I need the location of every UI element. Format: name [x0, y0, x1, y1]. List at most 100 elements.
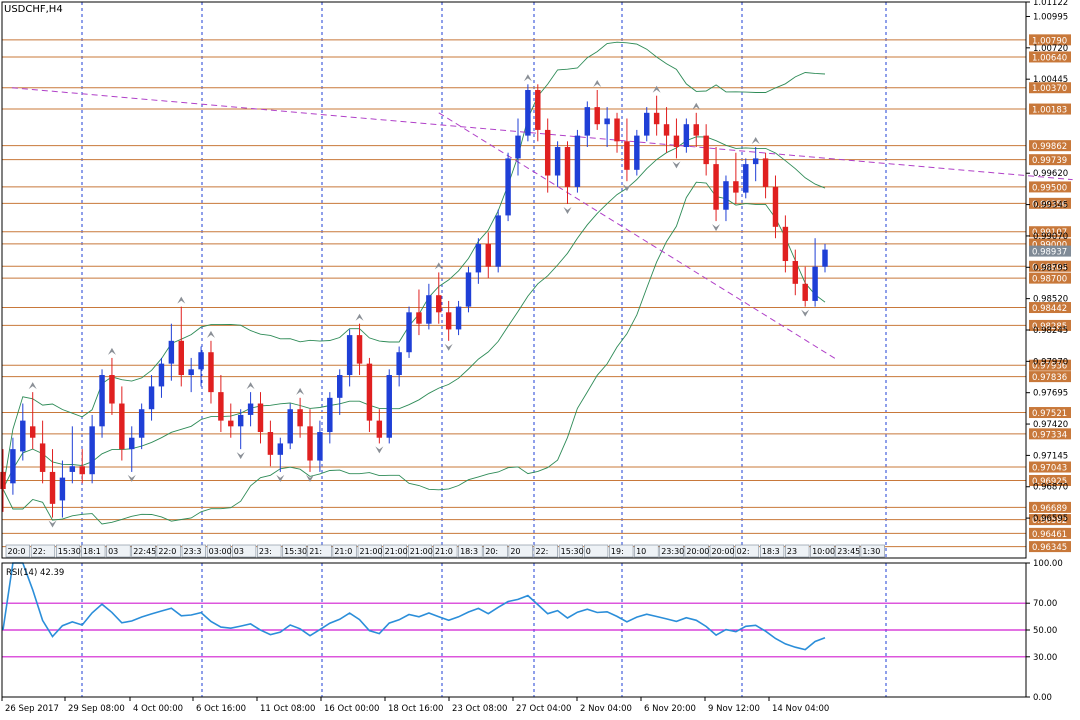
time-box-label: 18:3 — [762, 547, 780, 556]
fractal-up-icon — [692, 102, 701, 110]
fractal-up-icon — [177, 296, 186, 304]
candle-body — [426, 295, 432, 324]
time-box — [709, 544, 734, 558]
candle-body — [544, 129, 551, 176]
candle-body — [247, 403, 254, 415]
candle-body — [287, 409, 293, 444]
rsi-tick-label: 100.00 — [1033, 559, 1063, 569]
time-box — [332, 544, 357, 558]
time-box — [357, 544, 382, 558]
candle-body — [564, 147, 571, 187]
x-tick-label: 6 Nov 20:00 — [644, 704, 696, 714]
price-level-label: 1.00370 — [1032, 84, 1067, 94]
candle-body — [465, 272, 472, 307]
current-price-label: 0.98937 — [1032, 248, 1067, 258]
price-level-box — [1029, 407, 1071, 419]
time-box-label: 21:0 — [435, 547, 453, 556]
candle-body — [762, 158, 769, 187]
time-box-label: 22:0 — [158, 547, 176, 556]
x-tick-label: 4 Oct 00:00 — [133, 704, 183, 714]
candle-body — [297, 409, 303, 427]
candle-body — [455, 306, 462, 330]
price-level-label: 0.97521 — [1032, 409, 1067, 419]
fractal-up-icon — [296, 387, 305, 395]
time-box-label: 18:3 — [460, 547, 478, 556]
candle-body — [69, 466, 76, 472]
candle-body — [693, 124, 699, 136]
candle-body — [475, 243, 482, 273]
y-tick-label: 0.97145 — [1033, 451, 1068, 461]
time-box — [181, 544, 206, 558]
time-box-label: 20: — [485, 547, 498, 556]
time-box — [231, 544, 257, 558]
price-level-lines — [2, 39, 1026, 548]
y-tick-label: 0.97420 — [1033, 420, 1068, 430]
rsi-tick-label: 50.00 — [1033, 626, 1057, 636]
time-label-boxes: 20:0 22: 15:30 18:1 03 22:45 22:0 23:3 03:00 03 23… — [5, 544, 885, 558]
candle-body — [584, 107, 591, 136]
time-box — [156, 544, 181, 558]
time-axis: 26 Sep 2017 29 Sep 08:00 4 Oct 00:00 6 Oct … — [1, 697, 829, 714]
fractal-down-icon — [672, 161, 681, 169]
y-tick-label: 0.98795 — [1033, 263, 1068, 273]
candle-body — [792, 261, 799, 284]
x-tick-label: 27 Oct 04:00 — [516, 704, 571, 714]
time-box — [131, 544, 156, 558]
price-level-box — [1029, 103, 1071, 115]
price-level-box — [1029, 140, 1071, 152]
y-tick-label: 0.98245 — [1033, 326, 1068, 336]
x-tick-label: 9 Nov 12:00 — [708, 704, 760, 714]
candle-body — [733, 181, 739, 193]
time-box — [282, 544, 307, 558]
price-level-label: 0.96689 — [1032, 504, 1067, 514]
time-box — [835, 544, 860, 558]
candle-body — [782, 226, 789, 262]
time-box-label: 10:00 — [812, 547, 835, 556]
time-box — [81, 544, 106, 558]
time-box-label: 21:00 — [360, 547, 383, 556]
price-level-label: 0.96461 — [1032, 530, 1067, 540]
fractal-up-icon — [523, 74, 532, 82]
fractal-up-icon — [593, 80, 602, 88]
candle-body — [158, 363, 165, 387]
y-tick-label: 1.01122 — [1033, 0, 1068, 8]
time-box — [785, 544, 810, 558]
y-tick-label: 0.97970 — [1033, 357, 1068, 367]
price-level-box — [1029, 501, 1071, 513]
price-level-box — [1029, 541, 1071, 553]
candle-body — [138, 409, 145, 438]
fractal-down-icon — [276, 474, 285, 482]
candle-body — [624, 141, 630, 170]
trendline — [11, 87, 1073, 181]
x-tick-label: 29 Sep 08:00 — [68, 704, 125, 714]
candle-body — [99, 375, 105, 427]
time-box-label: 21: — [309, 547, 322, 556]
time-box — [382, 544, 408, 558]
candle-body — [336, 375, 343, 398]
time-box-label: 23:30 — [661, 547, 684, 556]
price-level-label: 0.98804 — [1032, 263, 1067, 273]
price-level-label: 0.96582 — [1032, 516, 1067, 526]
time-box-label: 22: — [536, 547, 549, 556]
price-level-box — [1029, 181, 1071, 193]
rsi-panel: 100.00 70.00 50.00 30.00 0.00 RSI(14) 42.39 — [2, 559, 1063, 703]
y-tick-label: 1.00995 — [1033, 12, 1068, 22]
time-box — [307, 544, 332, 558]
candle-body — [386, 375, 392, 438]
time-box-label: 20:0 — [8, 547, 26, 556]
fractal-markers — [28, 74, 810, 528]
time-box-label: 15:30 — [58, 547, 81, 556]
candle-body — [525, 90, 531, 136]
time-box — [206, 544, 232, 558]
time-box-label: 23:45 — [837, 547, 860, 556]
candle-body — [673, 135, 680, 148]
time-box-label: 03 — [108, 547, 118, 556]
fractal-down-icon — [375, 446, 384, 454]
candle-body — [228, 420, 234, 427]
time-box — [106, 544, 131, 558]
candle-body — [713, 164, 719, 210]
candle-body — [168, 340, 175, 364]
candle-body — [594, 107, 600, 125]
time-box-label: 03 — [234, 547, 244, 556]
candle-body — [802, 283, 808, 301]
